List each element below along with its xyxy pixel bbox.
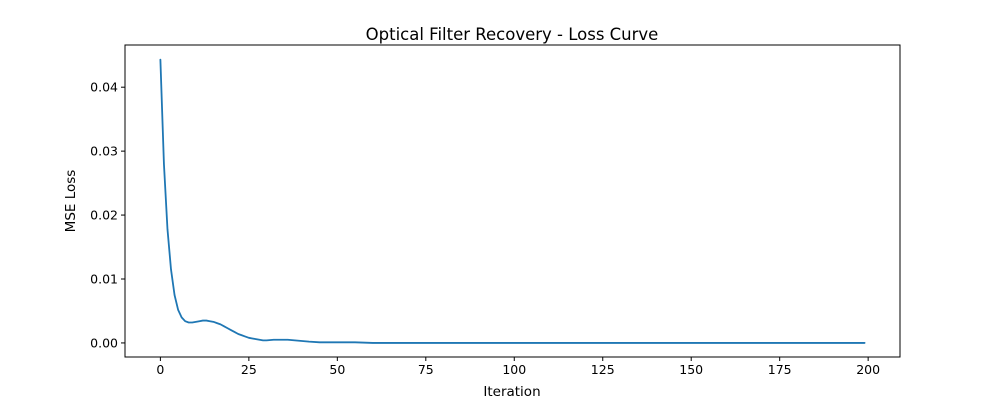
x-tick-label: 175 — [768, 362, 792, 377]
x-tick-label: 125 — [591, 362, 615, 377]
x-tick-label: 0 — [156, 362, 164, 377]
y-tick-label: 0.01 — [90, 272, 118, 287]
y-tick-label: 0.00 — [90, 335, 118, 350]
x-tick-label: 75 — [418, 362, 434, 377]
x-tick-label: 100 — [502, 362, 526, 377]
x-tick-label: 50 — [329, 362, 345, 377]
loss-series-line — [159, 58, 866, 344]
plot-area-frame — [124, 44, 901, 358]
series-group — [159, 58, 866, 344]
axis-ticks: 0 25 50 75 100 125 150 175 200 0.00 0.01 0.02 0.03 0.… — [90, 80, 880, 377]
chart-title: Optical Filter Recovery - Loss Curve — [366, 25, 659, 44]
y-tick-label: 0.03 — [90, 144, 118, 159]
x-axis-label: Iteration — [483, 384, 540, 400]
x-tick-label: 25 — [241, 362, 257, 377]
y-tick-label: 0.04 — [90, 80, 118, 95]
y-axis-label: MSE Loss — [63, 170, 79, 233]
x-tick-label: 200 — [856, 362, 880, 377]
x-tick-label: 150 — [679, 362, 703, 377]
y-tick-label: 0.02 — [90, 208, 118, 223]
